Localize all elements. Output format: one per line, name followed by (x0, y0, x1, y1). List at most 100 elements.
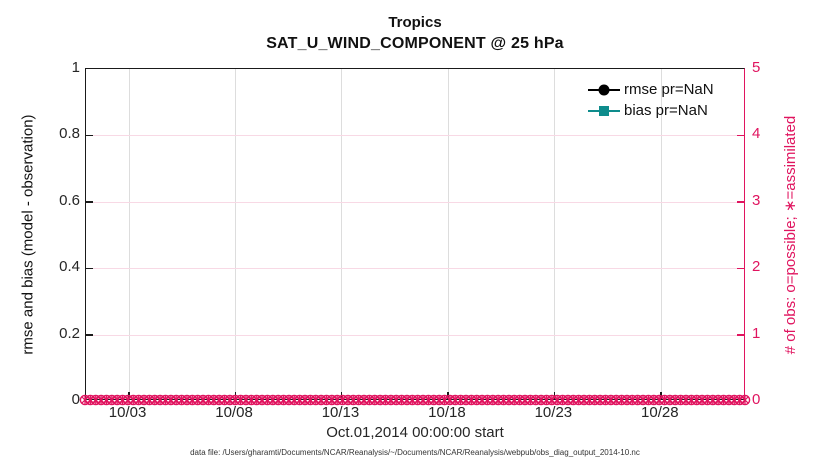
obs-assimilated-marker (537, 396, 545, 404)
y-tick-mark-left (86, 334, 93, 336)
obs-assimilated-marker (521, 396, 529, 404)
obs-assimilated-marker (714, 396, 722, 404)
y-tick-mark-left (86, 134, 93, 137)
obs-count-marker-band (79, 394, 751, 406)
obs-assimilated-marker (365, 396, 374, 404)
obs-assimilated-marker (607, 396, 615, 404)
obs-assimilated-marker (473, 396, 481, 404)
obs-assimilated-marker (548, 396, 556, 404)
obs-assimilated-marker (736, 396, 744, 404)
obs-assimilated-marker (194, 396, 202, 404)
obs-assimilated-marker (741, 396, 749, 404)
obs-assimilated-marker (220, 396, 229, 404)
y-tick-mark-left (86, 267, 93, 270)
obs-assimilated-marker (494, 396, 502, 404)
obs-assimilated-marker (290, 396, 298, 404)
obs-assimilated-marker (516, 396, 524, 404)
obs-assimilated-marker (682, 396, 690, 404)
obs-assimilated-marker (585, 396, 594, 404)
obs-assimilated-marker (92, 396, 100, 404)
chart-title-region: Tropics (388, 14, 442, 31)
obs-assimilated-marker (408, 396, 416, 404)
obs-assimilated-marker (215, 396, 223, 404)
rmse-line-marker-icon (588, 83, 620, 97)
obs-assimilated-marker (414, 396, 422, 404)
x-tick-label: 10/18 (428, 404, 466, 421)
obs-assimilated-marker (532, 396, 540, 404)
obs-assimilated-marker (172, 396, 180, 404)
obs-assimilated-marker (462, 396, 470, 404)
obs-assimilated-marker (446, 396, 454, 404)
y-tick-mark-left (86, 201, 93, 203)
obs-assimilated-marker (655, 396, 663, 404)
obs-assimilated-marker (430, 396, 438, 404)
obs-assimilated-marker (435, 396, 443, 404)
x-axis-label: Oct.01,2014 00:00:00 start (326, 424, 504, 441)
obs-assimilated-marker (553, 396, 561, 404)
obs-assimilated-marker (564, 396, 572, 404)
gridline-vertical (235, 69, 237, 399)
obs-assimilated-marker (188, 396, 196, 404)
obs-assimilated-marker (285, 396, 293, 404)
obs-assimilated-marker (263, 396, 272, 404)
obs-assimilated-marker (505, 396, 513, 404)
obs-assimilated-marker (387, 396, 395, 404)
obs-assimilated-marker (349, 396, 357, 404)
gridline-vertical (341, 69, 343, 399)
obs-assimilated-marker (650, 396, 658, 404)
y-tick-mark-right (737, 134, 744, 137)
obs-assimilated-marker (451, 396, 459, 404)
y-tick-label-left: 0.2 (59, 324, 80, 342)
obs-assimilated-marker (376, 396, 384, 404)
obs-assimilated-marker (161, 396, 170, 404)
obs-assimilated-marker (306, 396, 314, 404)
obs-assimilated-marker (687, 396, 695, 404)
obs-assimilated-marker (360, 396, 368, 404)
x-tick-label: 10/13 (321, 404, 360, 421)
legend-label-rmse: rmse pr=NaN (624, 81, 714, 98)
obs-assimilated-marker (719, 396, 728, 404)
obs-assimilated-marker (344, 396, 352, 404)
obs-assimilated-marker (338, 396, 347, 404)
obs-assimilated-marker (709, 396, 717, 404)
gridline-horizontal (86, 135, 744, 137)
obs-assimilated-marker (601, 396, 610, 404)
obs-assimilated-marker (440, 396, 449, 404)
obs-assimilated-marker (322, 396, 331, 404)
obs-assimilated-marker (580, 396, 588, 404)
obs-assimilated-marker (242, 396, 250, 404)
x-tick-label: 10/08 (215, 404, 253, 421)
obs-assimilated-marker (258, 396, 266, 404)
legend-item-bias: bias pr=NaN (588, 100, 714, 121)
obs-assimilated-marker (478, 396, 486, 404)
obs-assimilated-marker (397, 396, 406, 404)
gridline-vertical (128, 69, 130, 399)
gridline-horizontal (86, 334, 744, 336)
obs-assimilated-marker (140, 396, 148, 404)
obs-assimilated-marker (489, 396, 497, 404)
obs-assimilated-marker (419, 396, 427, 404)
y-tick-label-right: 4 (752, 125, 761, 143)
obs-assimilated-marker (634, 396, 642, 404)
obs-assimilated-marker (676, 396, 685, 404)
obs-assimilated-marker (623, 396, 631, 404)
y-tick-label-left: 0.6 (59, 191, 80, 209)
obs-assimilated-marker (403, 396, 411, 404)
obs-assimilated-marker (135, 396, 143, 404)
obs-assimilated-marker (279, 396, 288, 404)
obs-assimilated-marker (355, 396, 363, 404)
obs-possible-marker (739, 394, 751, 406)
obs-assimilated-marker (542, 396, 551, 404)
obs-assimilated-marker (660, 396, 669, 404)
obs-assimilated-marker (301, 396, 309, 404)
y-tick-label-left: 1 (71, 59, 80, 76)
obs-assimilated-marker (666, 396, 674, 404)
obs-assimilated-marker (145, 396, 154, 404)
obs-assimilated-marker (81, 396, 89, 404)
obs-assimilated-marker (499, 396, 508, 404)
obs-assimilated-marker (151, 396, 159, 404)
y-tick-mark-right (737, 267, 744, 270)
obs-assimilated-marker (108, 396, 116, 404)
obs-assimilated-marker (698, 396, 706, 404)
